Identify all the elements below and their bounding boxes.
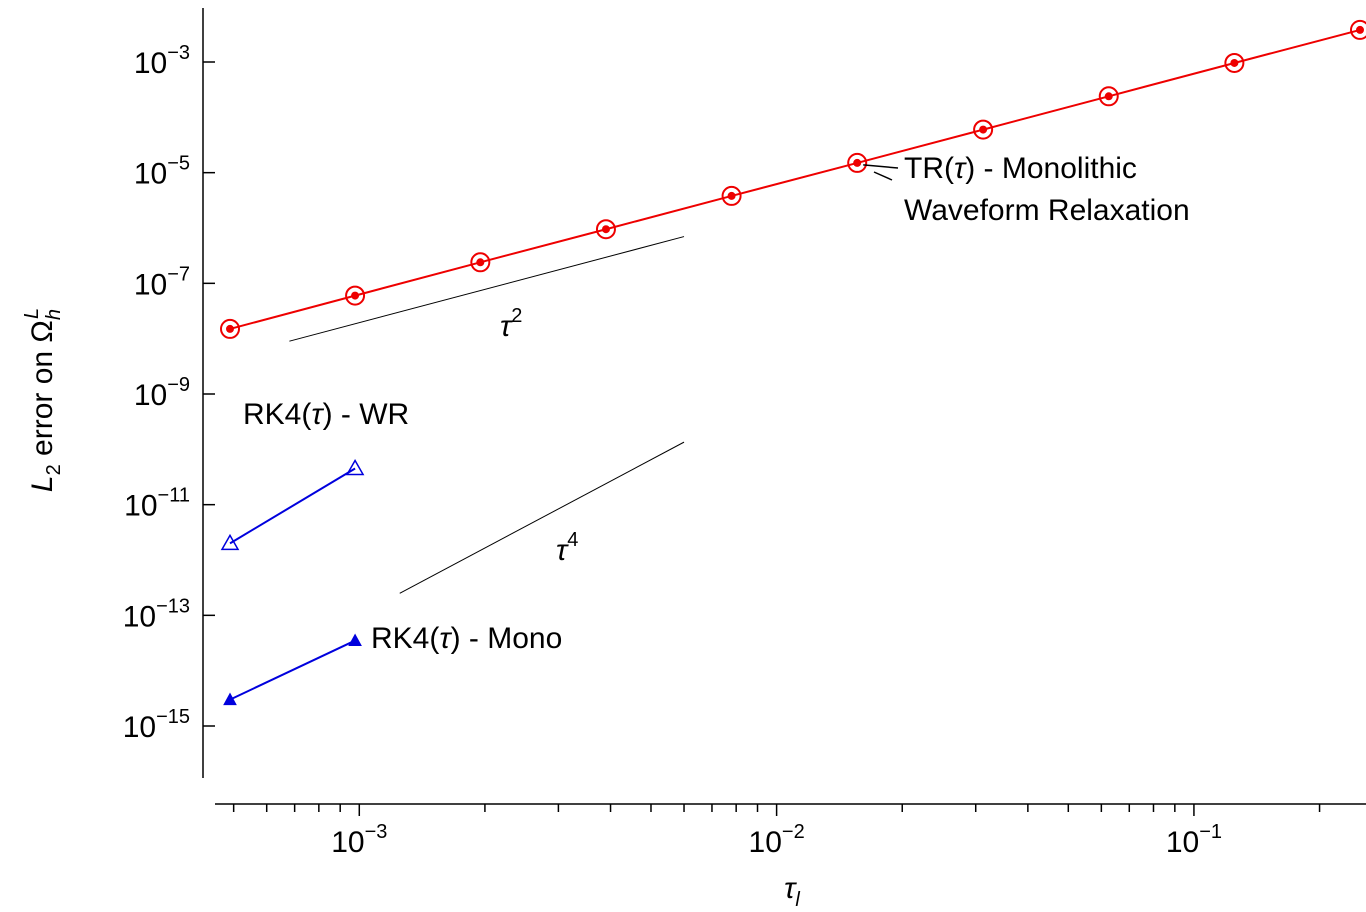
y-tick-label: 10−7 bbox=[134, 263, 190, 301]
series-group bbox=[221, 21, 1366, 705]
x-axis-label: τl bbox=[784, 872, 800, 911]
rk4-mono-marker bbox=[349, 635, 361, 646]
y-tick-label: 10−5 bbox=[134, 153, 190, 191]
slope-label-4: τ4 bbox=[556, 529, 578, 567]
y-tick-label: 10−15 bbox=[123, 706, 190, 744]
tr-leader-line-2 bbox=[874, 172, 892, 180]
y-axis-label: L2 error on ΩhL bbox=[21, 308, 65, 492]
y-tick-label: 10−3 bbox=[134, 42, 190, 80]
tr-leader-line-1 bbox=[863, 165, 898, 168]
x-tick-label: 10−3 bbox=[331, 821, 387, 859]
slope-label-2: τ2 bbox=[500, 305, 522, 343]
tr-marker-dot bbox=[853, 159, 861, 167]
rk4-wr-series-label: RK4(τ) - WR bbox=[243, 398, 409, 431]
rk4-mono-series-label: RK4(τ) - Mono bbox=[371, 622, 562, 655]
tr-marker-dot bbox=[1230, 59, 1238, 67]
tr-series-label-line2: Waveform Relaxation bbox=[904, 194, 1190, 227]
y-tick-label: 10−13 bbox=[123, 595, 190, 633]
tr-marker-dot bbox=[1356, 26, 1364, 34]
y-tick-label: 10−11 bbox=[124, 485, 190, 523]
labels: τ2 τ4 TR(τ) - Monolithic Waveform Relaxatio… bbox=[21, 152, 1190, 911]
series-line-0 bbox=[230, 30, 1360, 329]
tr-marker-dot bbox=[351, 292, 359, 300]
tr-marker-dot bbox=[602, 225, 610, 233]
tr-marker-dot bbox=[476, 258, 484, 266]
series-line-2 bbox=[230, 641, 355, 700]
tr-marker-dot bbox=[1105, 92, 1113, 100]
x-tick-label: 10−1 bbox=[1166, 821, 1222, 859]
rk4-mono-marker bbox=[224, 694, 236, 705]
slope-line-4 bbox=[400, 442, 684, 593]
x-tick-label: 10−2 bbox=[749, 821, 805, 859]
ticks: 10−3 10−2 10−1 10−3 10−5 10−7 10−9 10−11 10−13 10… bbox=[123, 42, 1320, 859]
tr-marker-dot bbox=[226, 325, 234, 333]
series-line-1 bbox=[230, 469, 355, 544]
y-tick-label: 10−9 bbox=[134, 374, 190, 412]
tr-marker-dot bbox=[728, 192, 736, 200]
tr-marker-dot bbox=[979, 126, 987, 134]
tr-series-label-line1: TR(τ) - Monolithic bbox=[904, 152, 1137, 185]
